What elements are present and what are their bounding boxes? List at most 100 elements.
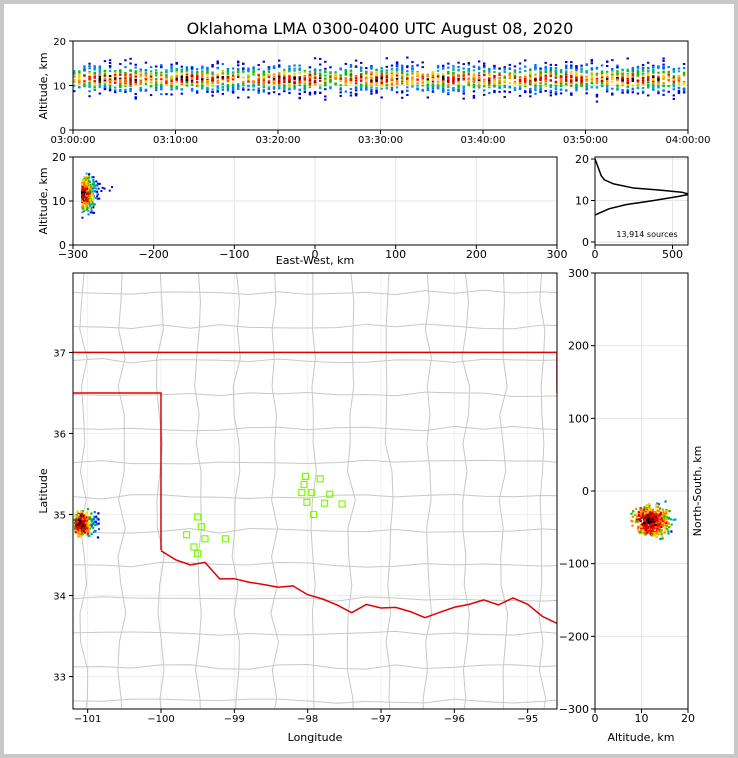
altitude-time-cell xyxy=(119,88,122,91)
altitude-time-cell xyxy=(616,70,619,73)
altitude-time-cell xyxy=(513,75,517,78)
altitude-time-cell xyxy=(211,90,214,93)
altitude-time-cell xyxy=(452,74,455,77)
northsouth-altitude-cell xyxy=(652,513,655,516)
altitude-time-cell xyxy=(452,77,455,80)
plan-view-source-cell xyxy=(90,520,93,523)
altitude-time-cell xyxy=(585,78,588,81)
altitude-time-cell xyxy=(641,72,645,75)
altitude-time-cell xyxy=(129,83,132,86)
altitude-eastwest-cell xyxy=(94,190,97,193)
altitude-time-cell xyxy=(175,68,178,71)
altitude-time-cell xyxy=(160,71,163,74)
altitude-time-cell xyxy=(600,64,604,67)
altitude-time-cell xyxy=(334,71,337,74)
altitude-time-cell xyxy=(380,79,383,82)
altitude-time-cell xyxy=(559,80,563,83)
altitude-time-cell xyxy=(652,71,655,74)
county-boundary xyxy=(73,425,557,432)
altitude-time-cell xyxy=(606,70,609,73)
altitude-time-cell xyxy=(139,89,143,92)
northsouth-altitude-cell xyxy=(658,528,661,532)
county-boundary xyxy=(346,273,356,709)
northsouth-altitude-cell xyxy=(633,514,636,517)
altitude-time-cell xyxy=(652,75,655,78)
altitude-time-cell xyxy=(278,93,281,96)
altitude-time-cell xyxy=(682,74,686,77)
plan-view-source-cell xyxy=(82,533,85,536)
altitude-eastwest-cell xyxy=(90,192,93,195)
altitude-time-cell xyxy=(549,66,553,69)
altitude-time-cell xyxy=(483,78,486,81)
altitude-time-cell xyxy=(267,67,271,70)
altitude-time-cell xyxy=(237,75,240,78)
altitude-time-cell xyxy=(626,91,629,94)
altitude-time-cell xyxy=(83,84,86,87)
altitude-time-cell xyxy=(431,85,435,88)
altitude-time-cell xyxy=(472,86,476,89)
northsouth-altitude-cell xyxy=(648,508,651,511)
altitude-time-cell xyxy=(472,73,476,76)
altitude-time-cell xyxy=(421,79,424,82)
altitude-time-cell xyxy=(534,87,537,90)
altitude-time-cell xyxy=(472,79,476,82)
altitude-time-cell xyxy=(401,72,404,75)
county-boundary xyxy=(194,273,203,709)
northsouth-altitude-cell xyxy=(657,523,660,526)
northsouth-altitude-cell xyxy=(649,507,652,510)
altitude-time-cell xyxy=(554,93,558,96)
altitude-eastwest-cell xyxy=(86,202,89,205)
altitude-time-cell xyxy=(257,91,260,94)
altitude-time-cell xyxy=(411,81,414,84)
altitude-histogram-line xyxy=(595,158,688,216)
altitude-time-cell xyxy=(329,66,332,69)
altitude-time-cell xyxy=(477,72,481,75)
altitude-eastwest-cell xyxy=(87,182,90,185)
altitude-time-cell xyxy=(585,75,588,78)
northsouth-altitude-ytick-label: −100 xyxy=(559,558,589,571)
altitude-time-cell xyxy=(278,76,281,79)
northsouth-altitude-cell xyxy=(650,512,653,515)
altitude-time-cell xyxy=(129,73,132,76)
altitude-time-cell xyxy=(431,80,435,83)
altitude-time-cell xyxy=(349,69,353,72)
altitude-time-cell xyxy=(103,69,107,72)
altitude-time-cell xyxy=(467,61,471,64)
altitude-histogram-xtick-label: 0 xyxy=(592,248,599,261)
northsouth-altitude-cell xyxy=(652,527,655,530)
altitude-time-cell xyxy=(590,79,594,82)
altitude-time-cell xyxy=(108,85,112,88)
altitude-eastwest-cell xyxy=(87,179,90,182)
altitude-time-cell xyxy=(313,70,317,73)
altitude-time-cell xyxy=(354,87,358,90)
altitude-time-cell xyxy=(119,73,122,76)
altitude-time-cell xyxy=(231,74,235,77)
northsouth-altitude-cell xyxy=(639,507,642,510)
altitude-time-cell xyxy=(570,82,573,85)
altitude-time-cell xyxy=(662,82,665,85)
altitude-time-cell xyxy=(196,73,199,76)
altitude-time-cell xyxy=(190,72,194,75)
northsouth-altitude-cell xyxy=(640,525,643,528)
plan-view-source-cell xyxy=(96,517,99,520)
altitude-time-cell xyxy=(308,79,312,82)
altitude-time-cell xyxy=(395,62,399,65)
altitude-time-cell xyxy=(206,73,209,76)
altitude-time-cell xyxy=(298,79,301,82)
altitude-time-cell xyxy=(442,87,445,90)
altitude-time-cell xyxy=(452,68,455,71)
northsouth-altitude-cell xyxy=(654,534,657,537)
northsouth-altitude-ytick-label: −200 xyxy=(559,630,589,643)
altitude-time-cell xyxy=(682,81,686,84)
county-boundary xyxy=(73,459,557,465)
altitude-time-cell xyxy=(201,87,204,90)
altitude-time-cell xyxy=(508,73,512,76)
altitude-time-cell xyxy=(206,76,209,79)
altitude-time-cell xyxy=(221,92,225,95)
altitude-time-cell xyxy=(365,78,368,81)
northsouth-altitude-cell xyxy=(647,502,651,506)
northsouth-altitude-cell xyxy=(667,530,670,533)
altitude-time-cell xyxy=(565,83,568,86)
altitude-time-cell xyxy=(431,87,435,90)
altitude-eastwest-cell xyxy=(93,186,96,189)
